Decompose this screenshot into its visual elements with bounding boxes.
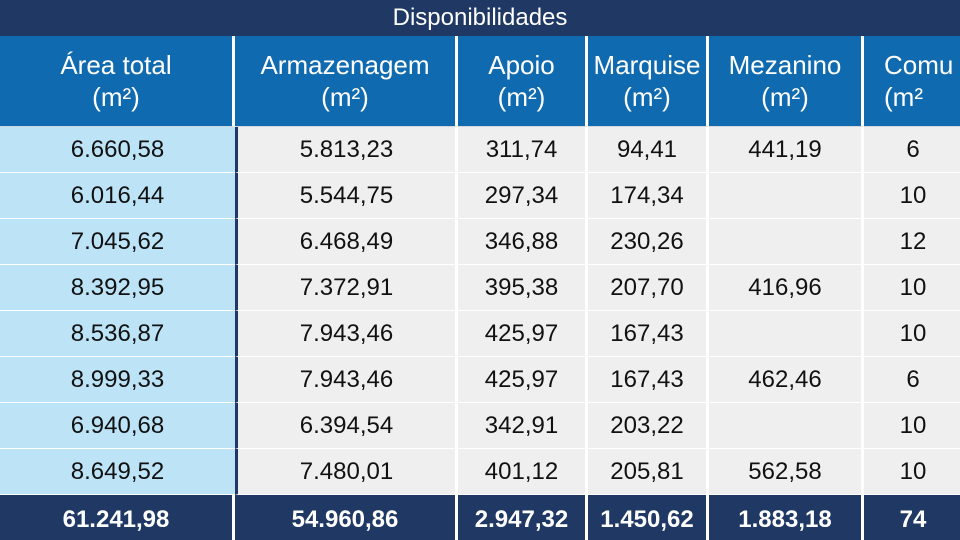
cell-area-total: 8.536,87 <box>0 311 235 357</box>
table-row: 6.940,68 6.394,54 342,91 203,22 10 <box>0 403 960 449</box>
header-marquise: Marquise (m²) <box>588 36 709 127</box>
cell-marquise: 207,70 <box>588 265 709 311</box>
cell-apoio: 311,74 <box>458 127 588 173</box>
cell-comum: 10 <box>864 449 960 495</box>
cell-mezanino <box>709 403 864 449</box>
cell-mezanino <box>709 311 864 357</box>
cell-apoio: 346,88 <box>458 219 588 265</box>
cell-armazenagem: 6.394,54 <box>235 403 458 449</box>
table-title: Disponibilidades <box>0 0 960 36</box>
cell-apoio: 401,12 <box>458 449 588 495</box>
header-unit: (m²) <box>92 82 140 112</box>
cell-mezanino: 441,19 <box>709 127 864 173</box>
table-row: 8.536,87 7.943,46 425,97 167,43 10 <box>0 311 960 357</box>
header-comum: Comu (m² <box>864 36 960 127</box>
cell-area-total: 7.045,62 <box>0 219 235 265</box>
cell-apoio: 425,97 <box>458 357 588 403</box>
cell-comum: 10 <box>864 311 960 357</box>
total-marquise: 1.450,62 <box>588 495 709 540</box>
cell-apoio: 425,97 <box>458 311 588 357</box>
header-mezanino: Mezanino (m²) <box>709 36 864 127</box>
cell-armazenagem: 6.468,49 <box>235 219 458 265</box>
cell-mezanino: 562,58 <box>709 449 864 495</box>
header-row: Área total (m²) Armazenagem (m²) Apoio (… <box>0 36 960 127</box>
cell-marquise: 205,81 <box>588 449 709 495</box>
cell-armazenagem: 5.544,75 <box>235 173 458 219</box>
cell-armazenagem: 7.943,46 <box>235 311 458 357</box>
cell-comum: 6 <box>864 357 960 403</box>
header-unit: (m²) <box>321 82 369 112</box>
header-area-total: Área total (m²) <box>0 36 235 127</box>
header-unit: (m² <box>884 82 923 112</box>
cell-marquise: 167,43 <box>588 311 709 357</box>
cell-area-total: 8.999,33 <box>0 357 235 403</box>
cell-armazenagem: 7.943,46 <box>235 357 458 403</box>
cell-armazenagem: 7.372,91 <box>235 265 458 311</box>
table-row: 8.392,95 7.372,91 395,38 207,70 416,96 1… <box>0 265 960 311</box>
header-unit: (m²) <box>623 82 671 112</box>
availability-table: Área total (m²) Armazenagem (m²) Apoio (… <box>0 36 960 540</box>
cell-mezanino <box>709 219 864 265</box>
table-row: 8.999,33 7.943,46 425,97 167,43 462,46 6 <box>0 357 960 403</box>
cell-marquise: 94,41 <box>588 127 709 173</box>
total-mezanino: 1.883,18 <box>709 495 864 540</box>
cell-comum: 12 <box>864 219 960 265</box>
cell-armazenagem: 5.813,23 <box>235 127 458 173</box>
cell-area-total: 8.392,95 <box>0 265 235 311</box>
table-row: 7.045,62 6.468,49 346,88 230,26 12 <box>0 219 960 265</box>
cell-area-total: 6.940,68 <box>0 403 235 449</box>
header-unit: (m²) <box>761 82 809 112</box>
header-unit: (m²) <box>497 82 546 112</box>
table-row: 8.649,52 7.480,01 401,12 205,81 562,58 1… <box>0 449 960 495</box>
cell-apoio: 342,91 <box>458 403 588 449</box>
total-area-total: 61.241,98 <box>0 495 235 540</box>
header-label: Comu <box>884 50 954 80</box>
cell-mezanino <box>709 173 864 219</box>
cell-area-total: 6.016,44 <box>0 173 235 219</box>
table-row: 6.016,44 5.544,75 297,34 174,34 10 <box>0 173 960 219</box>
header-armazenagem: Armazenagem (m²) <box>235 36 458 127</box>
cell-comum: 10 <box>864 265 960 311</box>
cell-comum: 6 <box>864 127 960 173</box>
cell-marquise: 230,26 <box>588 219 709 265</box>
header-label: Armazenagem <box>260 50 430 80</box>
table-row: 6.660,58 5.813,23 311,74 94,41 441,19 6 <box>0 127 960 173</box>
total-apoio: 2.947,32 <box>458 495 588 540</box>
total-comum: 74 <box>864 495 960 540</box>
header-apoio: Apoio (m²) <box>458 36 588 127</box>
cell-apoio: 395,38 <box>458 265 588 311</box>
header-label: Apoio <box>488 50 555 80</box>
cell-comum: 10 <box>864 173 960 219</box>
header-label: Mezanino <box>728 50 842 80</box>
cell-area-total: 6.660,58 <box>0 127 235 173</box>
cell-armazenagem: 7.480,01 <box>235 449 458 495</box>
cell-marquise: 167,43 <box>588 357 709 403</box>
cell-marquise: 174,34 <box>588 173 709 219</box>
cell-mezanino: 416,96 <box>709 265 864 311</box>
cell-apoio: 297,34 <box>458 173 588 219</box>
totals-row: 61.241,98 54.960,86 2.947,32 1.450,62 1.… <box>0 495 960 540</box>
cell-area-total: 8.649,52 <box>0 449 235 495</box>
cell-comum: 10 <box>864 403 960 449</box>
header-label: Marquise <box>593 50 701 80</box>
total-armazenagem: 54.960,86 <box>235 495 458 540</box>
header-label: Área total <box>60 50 172 80</box>
cell-mezanino: 462,46 <box>709 357 864 403</box>
cell-marquise: 203,22 <box>588 403 709 449</box>
